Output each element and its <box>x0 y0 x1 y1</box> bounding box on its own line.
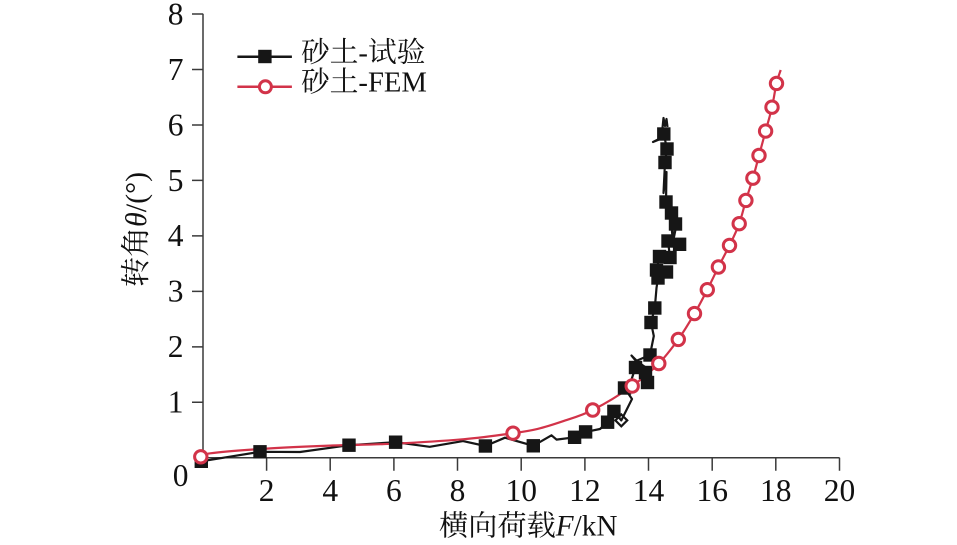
svg-text:14: 14 <box>633 473 665 508</box>
svg-text:4: 4 <box>322 473 338 508</box>
svg-text:4: 4 <box>168 218 184 253</box>
svg-text:16: 16 <box>696 473 728 508</box>
svg-text:2: 2 <box>168 329 184 364</box>
svg-text:7: 7 <box>168 52 184 87</box>
svg-text:-: - <box>358 37 368 69</box>
svg-text:6: 6 <box>168 107 184 142</box>
svg-text:θ/(°): θ/(°) <box>120 172 153 227</box>
svg-text:2: 2 <box>259 473 275 508</box>
svg-text:F/kN: F/kN <box>555 511 618 543</box>
svg-text:3: 3 <box>168 274 184 309</box>
svg-text:5: 5 <box>168 163 184 198</box>
svg-text:20: 20 <box>824 473 856 508</box>
svg-text:6: 6 <box>386 473 402 508</box>
svg-text:0: 0 <box>173 458 189 493</box>
svg-text:8: 8 <box>450 473 466 508</box>
svg-text:12: 12 <box>569 473 601 508</box>
svg-text:1: 1 <box>168 385 184 420</box>
svg-text:10: 10 <box>505 473 537 508</box>
svg-text:8: 8 <box>168 0 184 31</box>
svg-text:18: 18 <box>760 473 792 508</box>
svg-text:-FEM: -FEM <box>358 66 427 98</box>
